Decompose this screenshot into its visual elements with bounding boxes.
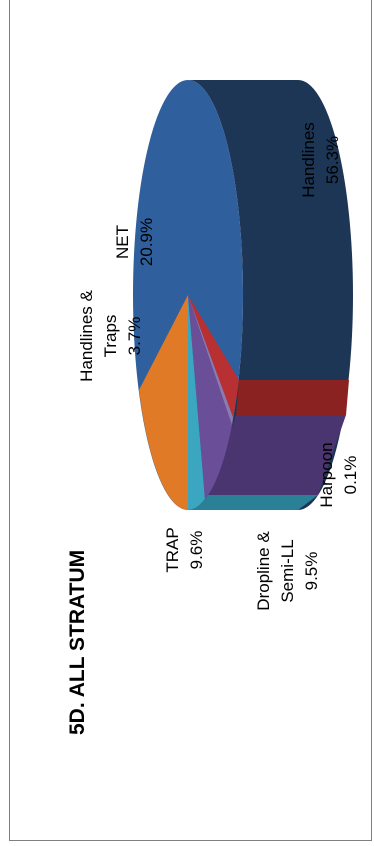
label-net-name: NET bbox=[113, 225, 132, 259]
label-trap-name: TRAP bbox=[163, 527, 182, 572]
label-trap: TRAP 9.6% bbox=[163, 527, 206, 572]
label-handlines-name: Handlines bbox=[299, 122, 318, 198]
pie-side-trap bbox=[188, 495, 318, 510]
pie-3d-group bbox=[133, 80, 353, 510]
slice-harpoon bbox=[188, 295, 233, 425]
label-dropline: Dropline & Semi-LL 9.5% bbox=[254, 531, 321, 611]
label-net-pct: 20.9% bbox=[137, 218, 156, 266]
label-trap-pct: 9.6% bbox=[187, 531, 206, 570]
slice-red bbox=[188, 295, 239, 417]
label-harpoon-pct: 0.1% bbox=[341, 456, 360, 495]
slice-handlines-traps-orange bbox=[139, 295, 188, 510]
label-harpoon-name: Harpoon bbox=[317, 442, 336, 507]
slice-dropline bbox=[188, 295, 232, 499]
label-dropline-line1: Dropline & bbox=[254, 531, 273, 611]
slice-trap bbox=[188, 295, 205, 510]
label-dropline-line2: Semi-LL bbox=[278, 539, 297, 602]
label-handlines-pct: 56.3% bbox=[323, 136, 342, 184]
label-harpoon: Harpoon 0.1% bbox=[317, 442, 360, 507]
chart-frame bbox=[9, 0, 372, 841]
label-handlines-traps: Handlines & Traps 3.7% bbox=[77, 290, 144, 382]
label-ht-line2: Traps bbox=[101, 315, 120, 358]
label-dropline-pct: 9.5% bbox=[302, 552, 321, 591]
label-net: NET 20.9% bbox=[113, 218, 156, 266]
label-handlines: Handlines 56.3% bbox=[299, 122, 342, 198]
pie-side-handlines-traps-red bbox=[236, 380, 349, 415]
label-ht-line1: Handlines & bbox=[77, 290, 96, 382]
label-ht-pct: 3.7% bbox=[125, 317, 144, 356]
pie-side-dropline bbox=[208, 415, 346, 495]
